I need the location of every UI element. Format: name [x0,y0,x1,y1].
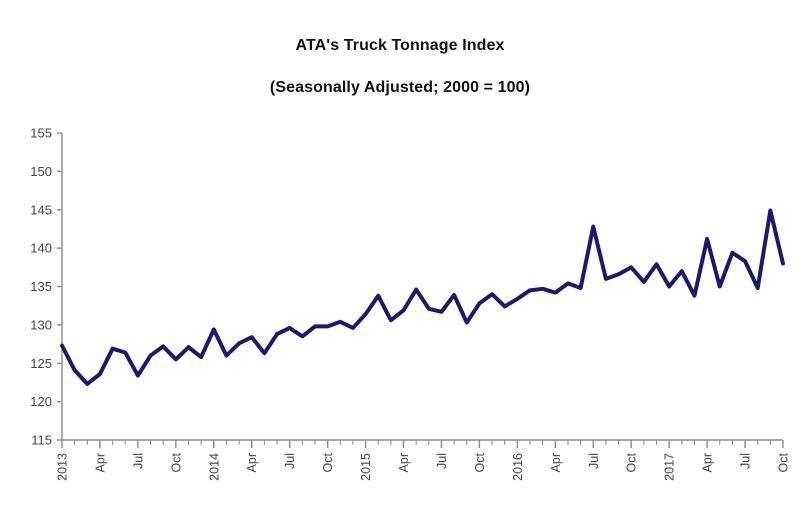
x-axis-tick-label: Jul [739,453,753,469]
x-axis-tick-label: Apr [701,453,715,472]
y-axis-tick-label: 125 [30,356,52,371]
y-axis-tick-label: 155 [30,126,52,141]
chart-title-line-1: ATA's Truck Tonnage Index [295,37,505,54]
x-axis-tick-label: Jul [435,453,449,469]
chart-title-line-2: (Seasonally Adjusted; 2000 = 100) [269,79,531,96]
x-axis-tick-label: Oct [777,452,791,472]
x-axis-tick-label: Apr [93,453,107,472]
x-axis: 2013 Apr Jul Oct 2014 Apr Jul Oct 2015 Apr Jul Oct 2… [56,439,791,481]
tonnage-index-line [60,208,785,386]
x-axis-tick-label: Oct [473,452,487,472]
y-axis-tick-label: 145 [30,202,52,217]
y-axis: 115 120 125 130 135 140 145 150 155 [30,126,63,448]
x-axis-tick-label: 2013 [56,453,70,481]
x-axis-tick-label: Apr [245,453,259,472]
y-axis-tick-label: 140 [30,241,52,256]
x-axis-tick-label: 2014 [207,453,221,481]
x-axis-tick-label: Oct [321,452,335,472]
data-series-line [60,208,785,386]
x-axis-tick-label: 2016 [511,453,525,481]
x-axis-tick-label: 2017 [663,453,677,481]
y-axis-tick-label: 130 [30,317,52,332]
x-axis-tick-label: Apr [397,453,411,472]
x-axis-tick-label: 2015 [359,453,373,481]
x-axis-tick-label: Jul [283,453,297,469]
x-axis-tick-label: Oct [625,452,639,472]
y-axis-tick-label: 150 [30,164,52,179]
y-axis-tick-label: 120 [30,394,52,409]
x-axis-tick-label: Jul [587,453,601,469]
y-axis-tick-label: 115 [31,433,52,448]
x-axis-tick-label: Oct [169,452,183,472]
y-axis-tick-label: 135 [30,279,52,294]
x-axis-tick-label: Apr [549,453,563,472]
chart-title: ATA's Truck Tonnage Index (Seasonally Ad… [0,14,800,119]
x-axis-tick-label: Jul [131,453,145,469]
